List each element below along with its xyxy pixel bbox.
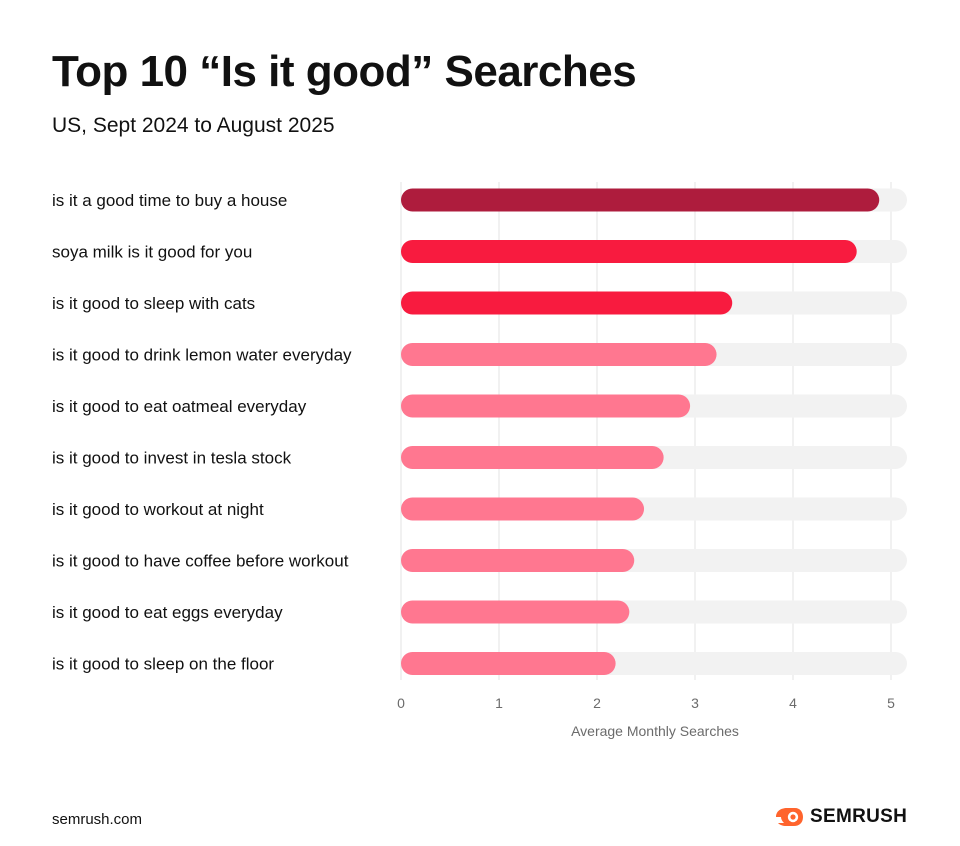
chart-subtitle: US, Sept 2024 to August 2025 bbox=[52, 114, 335, 137]
x-tick-label: 3 bbox=[691, 695, 699, 711]
category-label: is it a good time to buy a house bbox=[52, 191, 287, 210]
semrush-flame-icon bbox=[776, 808, 803, 826]
x-tick-label: 2 bbox=[593, 695, 601, 711]
category-label: is it good to drink lemon water everyday bbox=[52, 346, 352, 365]
bars bbox=[401, 188, 880, 675]
semrush-logo: SEMRUSH bbox=[774, 806, 907, 828]
category-label: soya milk is it good for you bbox=[52, 243, 252, 262]
x-tick-label: 1 bbox=[495, 695, 503, 711]
x-tick-label: 4 bbox=[789, 695, 797, 711]
category-label: is it good to invest in tesla stock bbox=[52, 449, 292, 468]
bar bbox=[401, 343, 717, 366]
bar bbox=[401, 652, 616, 675]
category-label: is it good to workout at night bbox=[52, 500, 264, 519]
category-label: is it good to eat oatmeal everyday bbox=[52, 397, 307, 416]
x-axis-ticks: 0 1 2 3 4 5 bbox=[397, 695, 895, 711]
chart-title: Top 10 “Is it good” Searches bbox=[52, 47, 637, 96]
x-tick-label: 0 bbox=[397, 695, 405, 711]
brand-wordmark: SEMRUSH bbox=[810, 806, 908, 827]
category-label: is it good to sleep with cats bbox=[52, 294, 255, 313]
category-label: is it good to eat eggs everyday bbox=[52, 603, 283, 622]
bar bbox=[401, 549, 635, 572]
bar bbox=[401, 240, 857, 263]
x-axis-label: Average Monthly Searches bbox=[571, 723, 739, 739]
x-tick-label: 5 bbox=[887, 695, 895, 711]
bar bbox=[401, 497, 645, 521]
bar bbox=[401, 446, 664, 469]
footer-site: semrush.com bbox=[52, 811, 143, 828]
bar bbox=[401, 291, 733, 315]
category-label: is it good to sleep on the floor bbox=[52, 655, 274, 674]
grid-lines bbox=[400, 182, 892, 680]
category-labels: is it a good time to buy a house soya mil… bbox=[52, 191, 352, 674]
bar bbox=[401, 188, 880, 212]
bar bbox=[401, 394, 691, 418]
category-label: is it good to have coffee before workout bbox=[52, 552, 349, 571]
bar bbox=[401, 600, 630, 624]
